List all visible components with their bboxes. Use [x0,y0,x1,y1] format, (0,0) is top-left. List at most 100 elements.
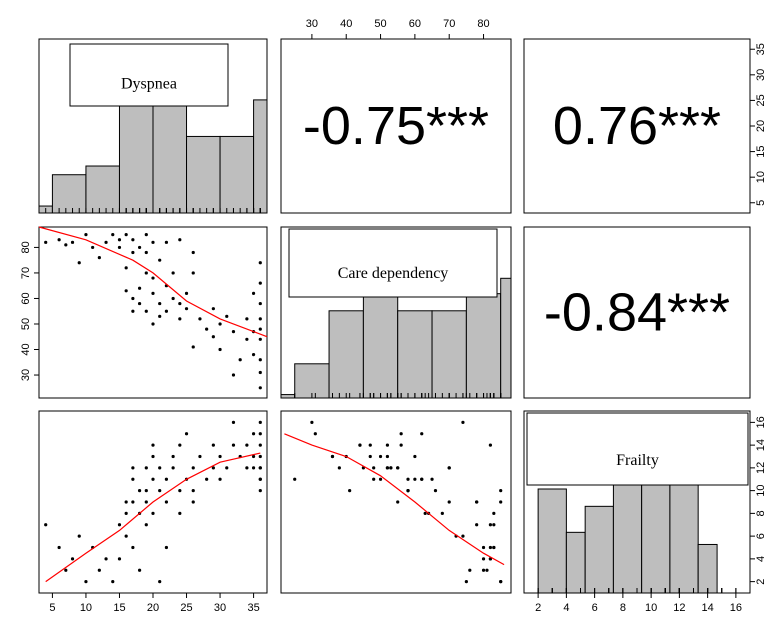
data-point [158,580,162,584]
data-point [171,271,175,275]
data-point [330,454,335,459]
data-point [91,245,95,250]
data-point [184,432,189,436]
data-point [251,353,256,357]
data-point [499,500,503,504]
data-point [151,240,155,244]
variable-label-box [69,43,229,107]
data-point [70,240,75,244]
data-point [499,580,503,584]
data-point [258,301,262,306]
variable-label: Frailty [616,452,659,469]
data-point [124,266,128,270]
y-tick-label: 2 [755,579,767,585]
data-point [258,281,262,285]
data-point [492,545,496,550]
data-point [164,545,169,550]
histogram-bar-frailty [669,471,699,594]
data-point [488,443,493,447]
data-point [468,568,472,572]
histogram-bar-care [328,310,364,399]
data-point [440,511,444,515]
data-point [117,523,122,527]
data-point [413,477,417,481]
data-point [231,373,236,377]
data-point [164,309,169,313]
histogram-bar-care [280,394,296,399]
data-point [171,454,175,459]
y-tick-label: 20 [755,120,767,132]
x-tick-label: 16 [730,602,742,614]
data-point [464,580,468,584]
histogram-bar-frailty [584,505,614,594]
panel-frame [38,226,268,399]
data-point [481,545,486,550]
data-point [44,523,48,527]
x-tick-label: 30 [214,602,226,614]
histogram-bar-dyspnea [219,135,255,214]
x-tick-label: 10 [80,602,92,614]
data-point [258,454,262,459]
data-point [144,466,148,470]
histogram-bar-care [465,293,502,399]
data-point [151,454,155,459]
x-tick-label: 12 [673,602,685,614]
data-point [97,256,101,260]
panel-frame [280,410,512,594]
data-point [251,291,256,295]
data-point [44,240,48,244]
y-tick-label: 15 [755,145,767,157]
data-point [104,557,108,561]
y-tick-label: 35 [755,43,767,55]
y-tick-label: 25 [755,94,767,106]
data-point [171,466,175,470]
data-point [124,289,128,293]
data-point [191,500,195,504]
data-point [423,511,427,515]
data-point [238,358,242,362]
data-point [258,327,262,331]
data-point [97,568,101,572]
x-tick-label: 10 [645,602,657,614]
data-point [211,335,215,339]
data-point [488,523,493,527]
data-point [258,370,262,375]
data-point [231,330,236,334]
data-point [251,466,256,470]
data-point [131,500,135,504]
data-point [231,443,236,447]
data-point [184,291,189,295]
data-point [372,477,376,481]
histogram-bar-dyspnea [253,99,268,214]
x-tick-label: 80 [477,18,489,30]
data-point [396,500,400,504]
data-point [131,545,135,550]
data-point [485,568,489,572]
data-point [258,386,262,390]
data-point [178,238,182,242]
data-point [124,500,128,504]
data-point [104,240,108,244]
data-point [348,489,352,493]
data-point [245,443,249,447]
data-point [137,489,142,493]
data-point [205,477,209,481]
data-point [430,477,434,481]
data-point [258,477,262,481]
data-point [137,286,142,290]
data-point [111,580,115,584]
data-point [164,500,169,504]
data-point [144,523,148,527]
data-point [57,238,61,242]
data-point [124,511,128,515]
x-tick-label: 2 [535,602,541,614]
variable-label-box [526,412,749,486]
panel-frame [523,38,751,214]
data-point [178,511,182,515]
data-point [64,568,68,572]
data-point [218,477,222,481]
y-tick-label: 8 [755,510,767,516]
x-tick-label: 14 [702,602,714,614]
data-point [406,489,410,493]
